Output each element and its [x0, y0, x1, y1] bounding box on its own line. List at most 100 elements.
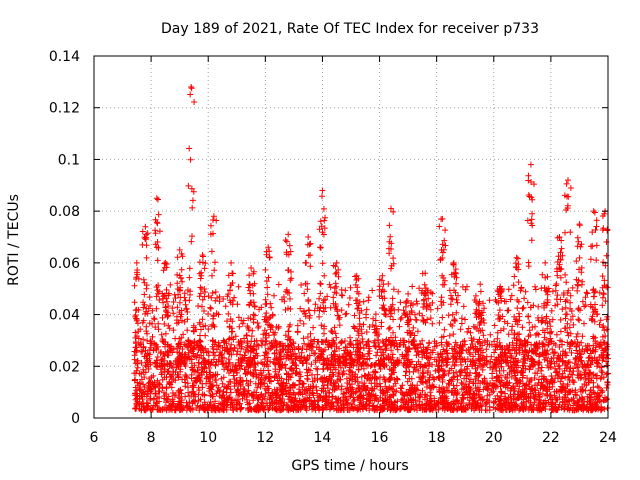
- data-point: [460, 396, 467, 403]
- data-point: [410, 324, 417, 331]
- data-point: [453, 397, 460, 403]
- data-point: [172, 295, 179, 302]
- data-point: [452, 318, 459, 324]
- data-point: [333, 290, 340, 297]
- data-point: [154, 239, 161, 245]
- data-point: [569, 340, 576, 347]
- data-point: [338, 386, 345, 393]
- data-point: [182, 301, 189, 308]
- data-point: [139, 319, 146, 326]
- data-point: [294, 322, 301, 329]
- data-point: [404, 378, 411, 385]
- data-point: [174, 304, 181, 311]
- data-point: [418, 401, 425, 408]
- data-point: [599, 333, 606, 340]
- data-point: [569, 313, 576, 320]
- data-point: [344, 385, 351, 392]
- data-point: [248, 333, 255, 340]
- data-point: [565, 177, 571, 184]
- data-point: [555, 352, 562, 359]
- data-point: [503, 343, 510, 350]
- data-point: [379, 272, 386, 279]
- data-point: [405, 348, 412, 355]
- data-point: [174, 271, 181, 278]
- data-point: [436, 223, 443, 230]
- data-point: [353, 272, 360, 279]
- data-point: [285, 328, 292, 335]
- data-point: [586, 395, 593, 402]
- data-point: [199, 252, 206, 259]
- x-tick-label: 12: [256, 430, 274, 446]
- data-point: [318, 223, 325, 230]
- data-point: [519, 324, 526, 331]
- data-point: [329, 361, 336, 368]
- data-point: [266, 315, 272, 322]
- data-point: [160, 299, 167, 306]
- data-point: [347, 386, 354, 393]
- data-point: [467, 329, 474, 336]
- data-point: [412, 403, 419, 410]
- data-point: [497, 352, 504, 359]
- data-point: [271, 386, 278, 393]
- data-point: [161, 321, 168, 327]
- data-point: [258, 379, 264, 386]
- data-point: [439, 215, 446, 222]
- data-point: [480, 332, 487, 339]
- data-point: [603, 384, 610, 391]
- data-point: [205, 311, 212, 317]
- data-point: [542, 259, 549, 266]
- data-point: [340, 358, 347, 365]
- data-point: [280, 379, 287, 386]
- data-point: [593, 257, 600, 264]
- data-point: [416, 398, 423, 405]
- data-point: [450, 369, 457, 376]
- data-point: [468, 335, 475, 342]
- data-point: [185, 403, 192, 410]
- data-point: [476, 336, 483, 343]
- data-point: [309, 371, 315, 378]
- data-point: [275, 401, 282, 408]
- data-point: [157, 350, 164, 357]
- data-point: [392, 407, 399, 414]
- data-point: [453, 309, 460, 316]
- data-point: [282, 237, 289, 244]
- data-point: [154, 220, 161, 227]
- data-point: [457, 326, 464, 333]
- data-point: [360, 321, 367, 328]
- data-point: [193, 354, 200, 361]
- data-point: [319, 193, 325, 200]
- data-point: [467, 344, 474, 351]
- data-point: [301, 340, 308, 347]
- data-point: [484, 392, 491, 399]
- data-point: [451, 401, 458, 407]
- data-point: [270, 329, 277, 336]
- data-point: [485, 387, 492, 394]
- data-point: [469, 394, 476, 401]
- data-point: [235, 283, 242, 290]
- data-point: [395, 288, 402, 295]
- data-point: [337, 376, 344, 383]
- data-point: [445, 405, 451, 412]
- data-point: [188, 375, 195, 382]
- data-point: [291, 360, 297, 367]
- data-point: [364, 338, 371, 345]
- data-point: [304, 395, 311, 402]
- data-point: [390, 360, 397, 367]
- data-point: [304, 376, 311, 383]
- data-point: [320, 360, 327, 367]
- data-point: [282, 332, 289, 339]
- data-point: [444, 340, 451, 347]
- data-point: [144, 310, 151, 317]
- data-point: [508, 368, 515, 375]
- data-point: [207, 305, 214, 312]
- data-point: [441, 237, 448, 244]
- data-point: [524, 299, 531, 306]
- data-point: [404, 313, 411, 320]
- data-point: [132, 339, 139, 345]
- data-point: [596, 384, 602, 391]
- data-point: [544, 320, 551, 327]
- data-point: [186, 297, 193, 304]
- data-point: [251, 303, 258, 310]
- data-point: [397, 316, 404, 323]
- data-point: [291, 396, 298, 403]
